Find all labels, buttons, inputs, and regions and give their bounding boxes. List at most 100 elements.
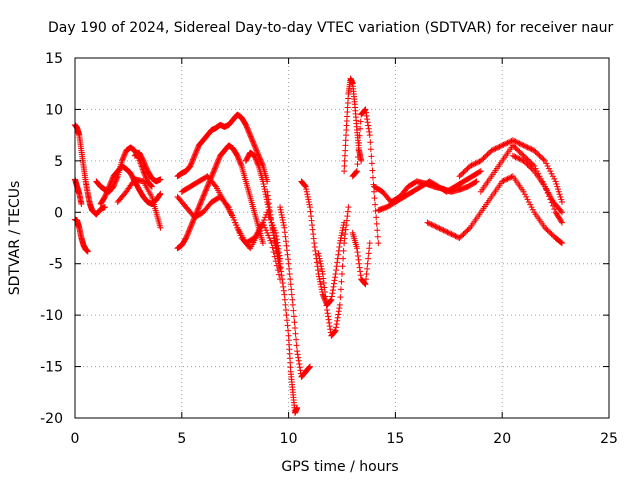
data-point <box>200 193 207 200</box>
data-point <box>363 112 370 119</box>
data-point <box>512 138 519 145</box>
plot-frame <box>74 57 610 419</box>
data-point <box>119 156 126 163</box>
data-point <box>559 219 566 226</box>
data-point <box>191 154 198 160</box>
data-point <box>311 240 318 247</box>
series-arc5 <box>93 144 155 195</box>
data-point <box>531 147 538 154</box>
data-point <box>200 192 207 199</box>
data-point <box>336 301 343 308</box>
data-point <box>183 235 190 241</box>
data-point <box>515 139 522 146</box>
data-point <box>558 239 565 246</box>
data-point <box>424 219 431 226</box>
data-point <box>265 196 272 203</box>
data-point <box>326 323 333 330</box>
data-point <box>497 143 504 150</box>
data-point <box>333 263 340 270</box>
series-arc24 <box>477 142 566 226</box>
data-point <box>361 280 368 287</box>
data-point <box>254 159 261 166</box>
data-point <box>365 125 372 132</box>
data-point <box>559 199 566 205</box>
series-arc14 <box>277 204 313 380</box>
data-point <box>247 133 254 140</box>
data-point <box>537 154 544 160</box>
data-point <box>509 152 516 159</box>
data-point <box>237 160 244 167</box>
data-point <box>290 313 297 320</box>
data-point <box>559 240 566 247</box>
data-point <box>366 132 373 139</box>
data-point <box>447 230 454 237</box>
data-point <box>232 219 239 226</box>
data-point <box>303 188 310 195</box>
data-point <box>263 227 270 234</box>
data-point <box>549 173 556 180</box>
x-tick-label: 0 <box>71 431 80 447</box>
data-point <box>120 154 127 160</box>
data-point <box>306 204 313 211</box>
data-point <box>357 268 364 275</box>
data-point <box>533 150 540 157</box>
data-point <box>194 208 201 214</box>
data-point <box>503 176 510 183</box>
data-point <box>374 233 381 240</box>
data-point <box>143 174 150 181</box>
data-point <box>244 125 251 132</box>
data-point <box>319 268 326 275</box>
data-point <box>342 226 349 233</box>
data-point <box>427 220 434 227</box>
data-point <box>238 161 245 168</box>
data-point <box>278 209 285 216</box>
data-point <box>492 145 499 152</box>
data-point <box>515 155 522 162</box>
series-arc22 <box>424 173 566 247</box>
data-point <box>321 284 328 291</box>
data-point <box>271 235 278 241</box>
data-point <box>334 317 341 324</box>
data-point <box>511 137 518 144</box>
data-point <box>373 214 380 221</box>
data-point <box>279 280 286 286</box>
data-point <box>276 263 283 270</box>
data-point <box>531 163 538 169</box>
data-point <box>556 191 563 198</box>
data-point <box>320 280 327 286</box>
data-point <box>304 191 311 198</box>
data-point <box>431 222 438 229</box>
data-point <box>557 208 564 214</box>
data-point <box>255 161 262 168</box>
data-point <box>190 218 197 225</box>
data-point <box>529 161 536 168</box>
data-point <box>344 213 351 220</box>
data-point <box>543 226 550 232</box>
data-point <box>296 361 303 367</box>
x-tick-label: 20 <box>493 431 511 447</box>
data-point <box>456 173 463 180</box>
data-point <box>316 276 323 283</box>
data-point <box>463 166 470 173</box>
data-point <box>251 154 258 160</box>
data-point <box>335 311 342 318</box>
data-point <box>344 208 351 215</box>
data-point <box>315 250 322 257</box>
data-point <box>284 322 291 329</box>
data-point <box>547 229 554 236</box>
data-point <box>273 242 280 249</box>
data-point <box>528 160 535 167</box>
data-point <box>324 310 331 317</box>
data-point <box>540 156 547 163</box>
data-point <box>352 169 359 176</box>
data-point <box>364 119 371 126</box>
data-point <box>279 276 286 283</box>
data-point <box>353 168 360 175</box>
data-point <box>356 132 363 139</box>
data-point <box>465 226 472 232</box>
data-point <box>302 182 309 189</box>
data-point <box>495 144 502 151</box>
data-point <box>203 184 210 191</box>
data-point <box>272 237 279 244</box>
data-point <box>337 294 344 301</box>
